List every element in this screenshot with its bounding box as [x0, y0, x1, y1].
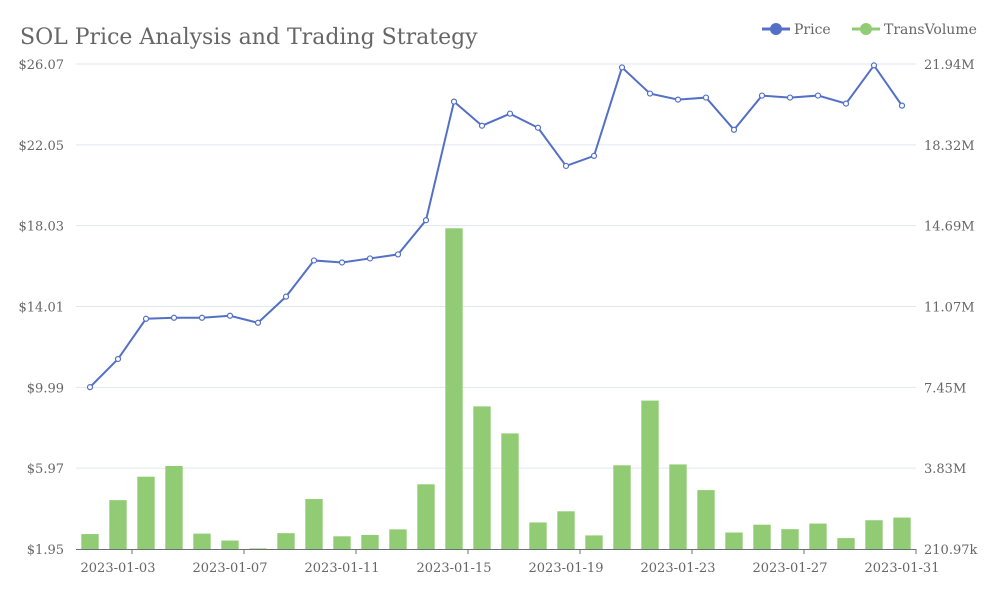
legend: Price TransVolume: [762, 22, 977, 38]
y-left-tick-label: $22.05: [19, 139, 65, 154]
volume-bar[interactable]: [893, 517, 911, 549]
price-point[interactable]: [366, 255, 374, 262]
volume-bar[interactable]: [781, 529, 799, 549]
price-line: [86, 62, 906, 391]
y-left-tick-label: $18.03: [19, 220, 65, 235]
x-tick-label: 2023-01-23: [641, 561, 716, 576]
y-right-tick-label: 7.45M: [924, 381, 966, 396]
volume-bar[interactable]: [333, 536, 351, 549]
x-tick-label: 2023-01-15: [417, 561, 492, 576]
volume-bar[interactable]: [613, 465, 631, 549]
price-point[interactable]: [786, 94, 794, 101]
y-right-tick-label: 11.07M: [924, 301, 975, 316]
volume-bars: [81, 228, 911, 549]
chart-title: SOL Price Analysis and Trading Strategy: [20, 25, 478, 50]
price-point[interactable]: [534, 124, 542, 131]
y-left-tick-label: $5.97: [27, 462, 64, 477]
price-point[interactable]: [870, 62, 878, 69]
volume-bar[interactable]: [193, 533, 211, 549]
y-right-tick-label: 21.94M: [924, 58, 975, 73]
price-point[interactable]: [898, 102, 906, 109]
price-point[interactable]: [394, 251, 402, 258]
volume-bar[interactable]: [137, 476, 155, 549]
price-point[interactable]: [142, 315, 150, 322]
volume-bar[interactable]: [389, 529, 407, 549]
volume-bar[interactable]: [557, 511, 575, 549]
price-point[interactable]: [562, 162, 570, 170]
legend-label-price: Price: [794, 22, 831, 38]
price-point[interactable]: [450, 98, 458, 105]
y-right-tick-label: 3.83M: [924, 462, 966, 477]
x-tick-label: 2023-01-03: [81, 561, 156, 576]
price-point[interactable]: [618, 64, 626, 71]
y-left-tick-label: $14.01: [19, 301, 65, 316]
price-point[interactable]: [842, 100, 850, 107]
volume-bar[interactable]: [249, 548, 267, 549]
volume-bar[interactable]: [837, 538, 855, 549]
x-tick-label: 2023-01-11: [305, 561, 380, 576]
price-point[interactable]: [814, 92, 822, 99]
price-point[interactable]: [338, 259, 346, 266]
volume-bar[interactable]: [417, 484, 435, 549]
volume-bar[interactable]: [753, 524, 771, 549]
price-point[interactable]: [702, 94, 710, 101]
price-point[interactable]: [646, 90, 654, 97]
y-axis-left: $1.95 $5.97 $9.99 $14.01 $18.03 $22.05 $26.07: [19, 58, 65, 558]
volume-bar[interactable]: [305, 499, 323, 549]
grid: [76, 63, 916, 469]
legend-item-transvolume[interactable]: TransVolume: [852, 22, 977, 38]
y-right-tick-label: 18.32M: [924, 139, 975, 154]
volume-bar[interactable]: [809, 523, 827, 549]
x-tick-label: 2023-01-31: [865, 561, 940, 576]
y-left-tick-label: $1.95: [27, 543, 64, 558]
price-point[interactable]: [114, 355, 122, 363]
volume-bar[interactable]: [277, 533, 295, 549]
legend-item-price[interactable]: Price: [762, 22, 831, 38]
volume-bar[interactable]: [109, 500, 127, 549]
volume-bar[interactable]: [361, 534, 379, 549]
volume-bar[interactable]: [865, 520, 883, 549]
volume-bar[interactable]: [725, 532, 743, 549]
volume-bar[interactable]: [221, 540, 239, 549]
price-line-path: [89, 63, 903, 388]
x-tick-label: 2023-01-27: [753, 561, 828, 576]
x-tick-label: 2023-01-19: [529, 561, 604, 576]
volume-bar[interactable]: [473, 406, 491, 549]
x-axis: 2023-01-03 2023-01-07 2023-01-11 2023-01-15…: [76, 549, 939, 576]
volume-bar[interactable]: [81, 534, 99, 549]
price-point[interactable]: [730, 126, 738, 133]
volume-bar[interactable]: [585, 535, 603, 549]
price-point[interactable]: [758, 92, 766, 99]
y-right-tick-label: 210.97k: [924, 543, 977, 558]
price-point[interactable]: [282, 293, 290, 300]
price-point[interactable]: [170, 314, 178, 321]
price-point[interactable]: [478, 122, 486, 129]
y-right-tick-label: 14.69M: [924, 220, 975, 235]
volume-bar[interactable]: [697, 490, 715, 549]
price-point[interactable]: [86, 384, 94, 391]
price-point[interactable]: [590, 152, 598, 159]
y-left-tick-label: $9.99: [27, 381, 64, 396]
price-point[interactable]: [310, 257, 318, 264]
x-tick-label: 2023-01-07: [193, 561, 268, 576]
volume-bar[interactable]: [165, 465, 183, 549]
volume-bar[interactable]: [445, 228, 463, 549]
y-left-tick-label: $26.07: [19, 58, 65, 73]
price-point[interactable]: [198, 314, 206, 321]
volume-bar[interactable]: [501, 433, 519, 549]
price-point[interactable]: [422, 217, 430, 224]
price-point[interactable]: [226, 312, 234, 319]
legend-label-transvolume: TransVolume: [884, 22, 977, 38]
y-axis-right: 210.97k 3.83M 7.45M 11.07M 14.69M 18.32M 21.94…: [924, 58, 977, 558]
volume-bar[interactable]: [641, 400, 659, 549]
price-point[interactable]: [674, 96, 682, 103]
price-point[interactable]: [506, 110, 514, 117]
volume-bar[interactable]: [529, 522, 547, 549]
price-point[interactable]: [254, 319, 262, 326]
volume-bar[interactable]: [669, 464, 687, 549]
